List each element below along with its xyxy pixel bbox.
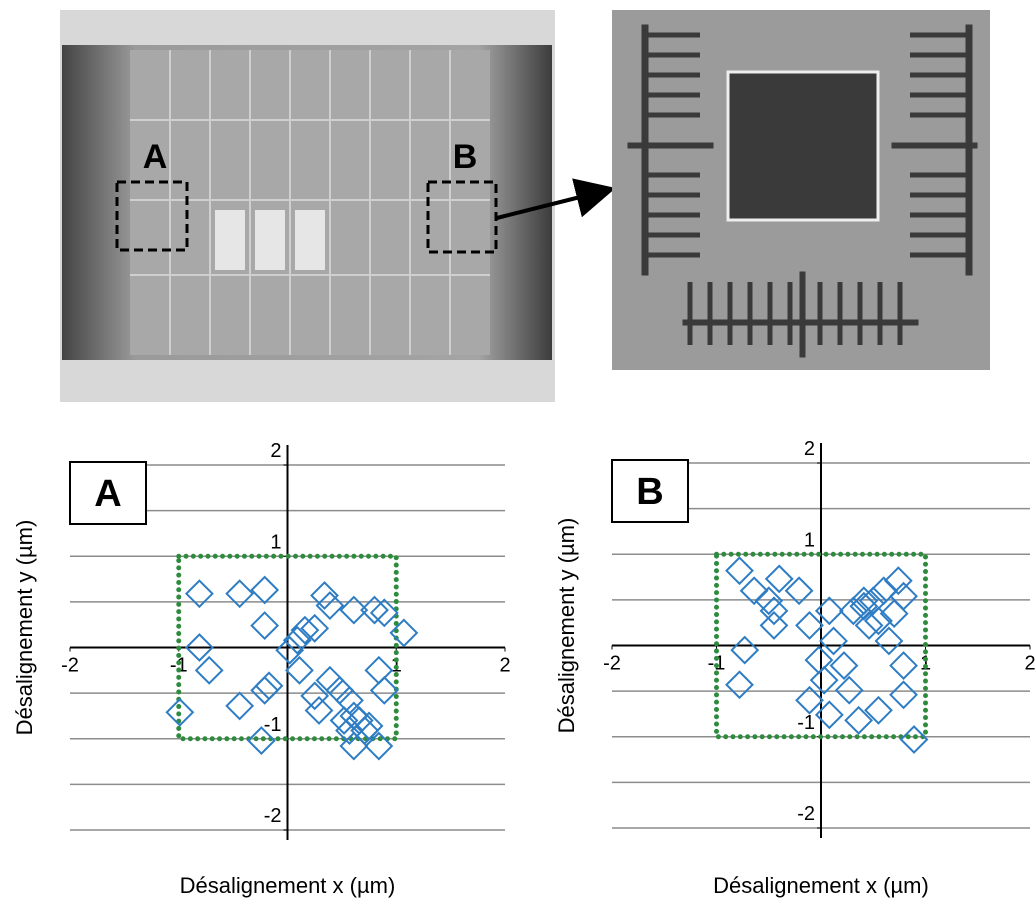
data-point <box>844 705 874 735</box>
data-point <box>764 564 794 594</box>
data-point <box>310 581 339 610</box>
data-point <box>194 655 224 685</box>
data-point <box>864 695 893 725</box>
data-point <box>300 613 330 643</box>
data-point <box>754 586 784 616</box>
data-point <box>225 691 255 721</box>
y-tick-label: -1 <box>797 712 815 734</box>
y-axis-label: Désalignement y (µm) <box>554 518 579 734</box>
data-point <box>864 606 893 636</box>
tolerance-box <box>176 553 399 742</box>
data-point <box>834 675 864 705</box>
x-tick-label: -2 <box>61 655 79 677</box>
wafer-photo <box>60 10 616 402</box>
data-point <box>325 675 355 705</box>
data-point <box>335 716 364 745</box>
data-point <box>804 645 834 675</box>
data-point <box>874 626 904 656</box>
data-point <box>250 575 280 605</box>
y-tick-label: 1 <box>270 531 281 553</box>
data-point <box>730 635 760 665</box>
data-point <box>795 611 824 640</box>
data-point <box>759 611 789 640</box>
data-point <box>739 576 769 606</box>
data-point <box>364 655 394 685</box>
data-point <box>225 579 255 609</box>
data-point <box>759 596 789 626</box>
x-tick-label: 2 <box>499 655 510 677</box>
x-tick-label: -2 <box>603 653 621 675</box>
data-point <box>300 681 330 711</box>
data-point <box>725 670 754 700</box>
sem-photo <box>612 10 990 370</box>
data-point <box>360 595 389 625</box>
data-point <box>854 611 884 640</box>
data-point <box>250 675 280 705</box>
y-tick-label: 2 <box>804 438 815 460</box>
y-tick-label: 1 <box>804 529 815 551</box>
data-point <box>339 731 369 761</box>
data-point <box>899 725 929 754</box>
data-point <box>725 556 754 586</box>
x-tick-label: 2 <box>1024 653 1035 675</box>
data-point <box>819 626 848 656</box>
x-axis-label: Désalignement x (µm) <box>180 873 396 898</box>
data-point <box>889 651 918 680</box>
data-point <box>250 611 280 641</box>
data-point <box>829 651 859 680</box>
data-point <box>369 675 399 705</box>
photo-label: A <box>143 138 168 176</box>
data-point <box>246 726 276 755</box>
data-point <box>849 586 879 616</box>
data-point <box>282 625 312 655</box>
panel-label: B <box>636 471 663 513</box>
tolerance-box <box>714 551 928 740</box>
data-point <box>795 685 824 715</box>
photo-label: B <box>453 138 478 176</box>
data-point <box>285 655 314 685</box>
data-point <box>389 618 419 648</box>
data-point <box>329 706 359 735</box>
data-point <box>879 599 909 628</box>
data-point <box>165 697 195 727</box>
y-tick-label: -2 <box>797 803 815 825</box>
data-point <box>889 680 918 710</box>
y-tick-label: -1 <box>264 714 282 736</box>
data-point <box>814 700 844 730</box>
y-axis-label: Désalignement y (µm) <box>12 520 37 736</box>
x-axis-label: Désalignement x (µm) <box>713 873 929 898</box>
data-point <box>254 671 284 701</box>
data-point <box>883 566 913 596</box>
y-tick-label: -2 <box>264 805 282 827</box>
data-point <box>354 711 384 741</box>
panel-label-box <box>69 461 147 525</box>
data-point <box>814 596 844 626</box>
data-point <box>184 633 214 662</box>
data-point <box>369 598 399 628</box>
x-tick-label: -1 <box>170 655 188 677</box>
data-point <box>838 596 868 626</box>
data-point <box>849 591 879 621</box>
panel-label: A <box>94 473 121 515</box>
x-tick-label: 1 <box>920 653 931 675</box>
data-point <box>184 579 214 609</box>
data-point <box>304 696 334 725</box>
data-point <box>339 595 369 625</box>
data-point <box>809 665 839 695</box>
y-tick-label: 2 <box>270 440 281 462</box>
data-point <box>290 615 320 645</box>
data-point <box>364 731 394 761</box>
data-point <box>315 591 345 620</box>
data-point <box>784 576 814 606</box>
data-point <box>275 635 305 665</box>
panel-label-box <box>611 459 689 523</box>
